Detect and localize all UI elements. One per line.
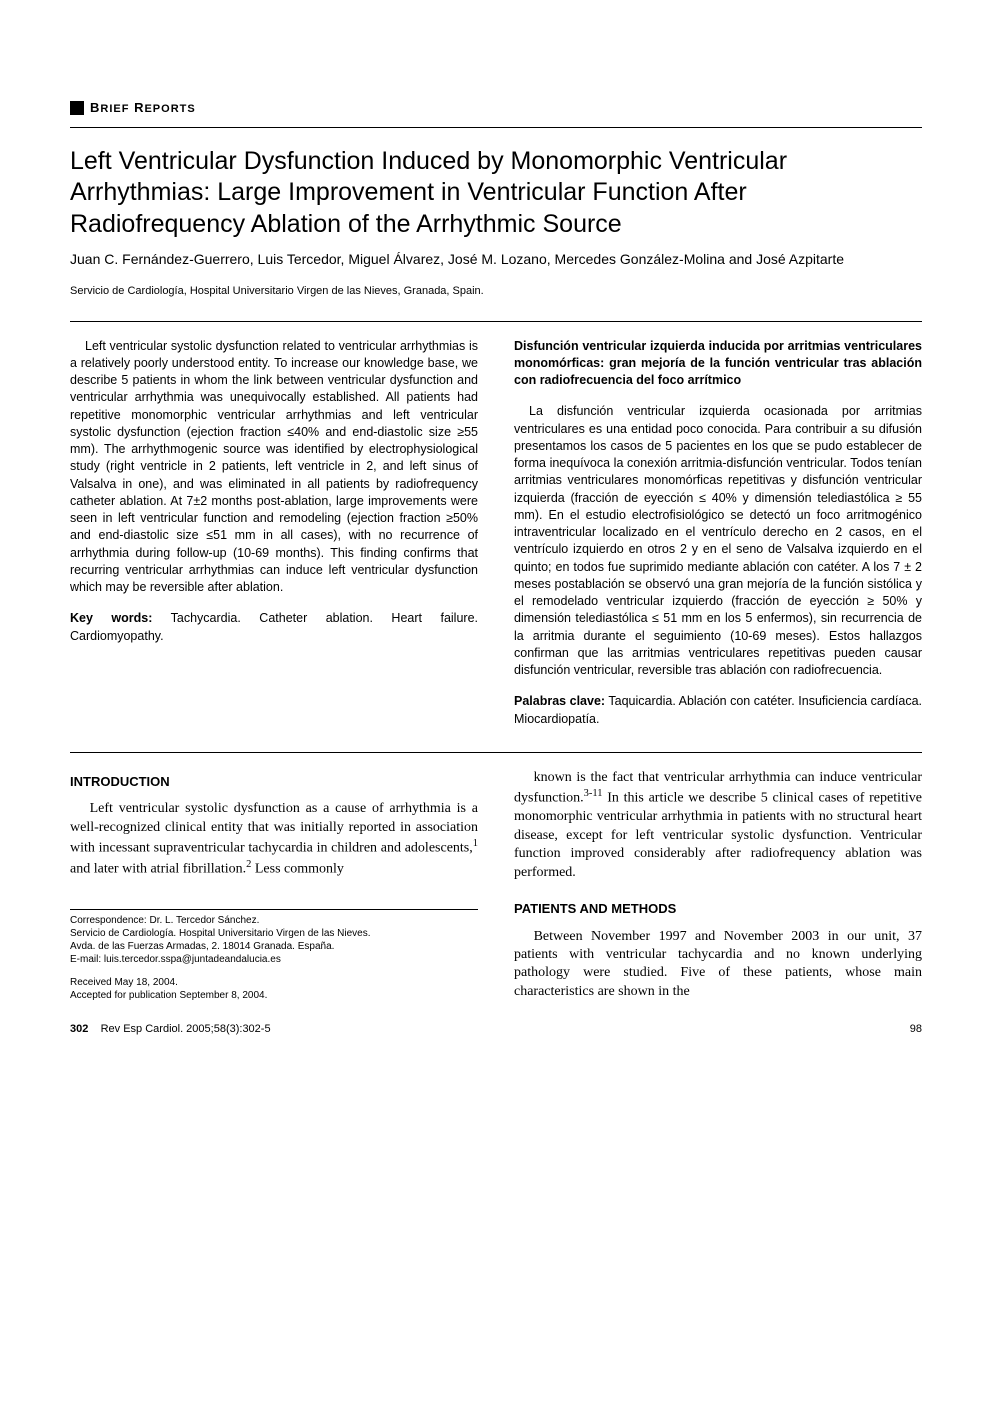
abstract-en-keywords: Key words: Tachycardia. Catheter ablatio… (70, 610, 478, 645)
section-label-bar-icon (70, 101, 84, 115)
corr-line2: Servicio de Cardiología. Hospital Univer… (70, 927, 478, 940)
abstract-spanish: Disfunción ventricular izquierda inducid… (514, 338, 922, 742)
footer-pagenum: 302 (70, 1023, 88, 1035)
keywords-label-en: Key words: (70, 611, 152, 625)
rule-top (70, 321, 922, 322)
corr-accepted: Accepted for publication September 8, 20… (70, 989, 478, 1002)
rule-mid (70, 752, 922, 753)
corr-line3: Avda. de las Fuerzas Armadas, 2. 18014 G… (70, 940, 478, 953)
section-label: BRIEF REPORTS (70, 100, 922, 115)
authors-line: Juan C. Fernández-Guerrero, Luis Tercedo… (70, 250, 922, 269)
section-label-text: BRIEF REPORTS (90, 100, 196, 115)
abstract-es-body: La disfunción ventricular izquierda ocas… (514, 403, 922, 679)
affiliation-line: Servicio de Cardiología, Hospital Univer… (70, 285, 922, 297)
methods-heading: PATIENTS AND METHODS (514, 900, 922, 917)
abstract-english: Left ventricular systolic dysfunction re… (70, 338, 478, 742)
intro-para-left: Left ventricular systolic dysfunction as… (70, 800, 478, 879)
body-row: INTRODUCTION Left ventricular systolic d… (70, 769, 922, 1004)
abstract-es-keywords: Palabras clave: Taquicardia. Ablación co… (514, 693, 922, 728)
corr-line1: Correspondence: Dr. L. Tercedor Sánchez. (70, 914, 478, 927)
footer-right: 98 (910, 1023, 922, 1035)
methods-para: Between November 1997 and November 2003 … (514, 928, 922, 1002)
body-col-left: INTRODUCTION Left ventricular systolic d… (70, 769, 478, 1004)
abstract-es-title: Disfunción ventricular izquierda inducid… (514, 338, 922, 390)
abstract-en-body: Left ventricular systolic dysfunction re… (70, 338, 478, 597)
corr-line4: E-mail: luis.tercedor.sspa@juntadeandalu… (70, 953, 478, 966)
page-footer: 302 Rev Esp Cardiol. 2005;58(3):302-5 98 (70, 1023, 922, 1035)
footer-citation: Rev Esp Cardiol. 2005;58(3):302-5 (101, 1023, 271, 1035)
footer-left: 302 Rev Esp Cardiol. 2005;58(3):302-5 (70, 1023, 271, 1035)
keywords-label-es: Palabras clave: (514, 694, 605, 708)
body-col-right: known is the fact that ventricular arrhy… (514, 769, 922, 1004)
intro-heading: INTRODUCTION (70, 773, 478, 790)
correspondence-block: Correspondence: Dr. L. Tercedor Sánchez.… (70, 909, 478, 1002)
section-underline (70, 127, 922, 128)
intro-para-right: known is the fact that ventricular arrhy… (514, 769, 922, 882)
article-title: Left Ventricular Dysfunction Induced by … (70, 146, 922, 240)
abstract-row: Left ventricular systolic dysfunction re… (70, 338, 922, 742)
corr-received: Received May 18, 2004. (70, 976, 478, 989)
